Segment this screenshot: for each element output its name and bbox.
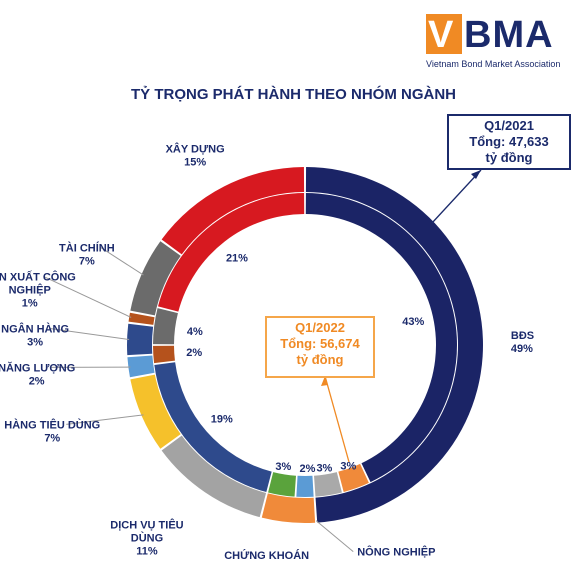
inner-label-nang-luong: 2% [300, 463, 316, 475]
outer-label-dich-vu-tieu-dung: 11% [136, 546, 158, 558]
q1-2022-callout-arrow [324, 375, 350, 463]
outer-category-nang-luong: NĂNG LƯỢNG [0, 361, 75, 374]
inner-label-tai-chinh: 4% [187, 326, 203, 338]
outer-category-san-xuat-cong-nghiep-line2: NGHIỆP [9, 284, 51, 297]
leader-lines [43, 169, 482, 552]
leader-hang-tieu-dung [66, 414, 144, 425]
outer-category-dich-vu-tieu-dung: DỊCH VỤ TIÊU [110, 519, 183, 532]
outer-category-xay-dung: XÂY DỰNG [166, 143, 225, 156]
q1-2021-arrowhead [471, 170, 481, 179]
logo-text: BMA [464, 14, 554, 56]
outer-label-bds: 49% [511, 343, 533, 355]
outer-segment-chung-khoan [261, 493, 316, 523]
q1-2021-unit: tỷ đồng [485, 150, 533, 165]
outer-segment-bds [305, 167, 483, 523]
leader-tai-chinh [100, 247, 144, 276]
outer-category-ngan-hang: NGÂN HÀNG [1, 322, 69, 335]
inner-label-dich-vu-tieu-dung: 19% [211, 413, 233, 425]
inner-label-bds: 43% [402, 316, 424, 328]
logo-mark: V [426, 14, 462, 56]
outer-category-hang-tieu-dung: HÀNG TIÊU DÙNG [4, 418, 100, 431]
inner-label-chung-khoan: 3% [340, 460, 356, 472]
q1-2022-unit: tỷ đồng [296, 352, 344, 367]
outer-label-tai-chinh: 7% [79, 256, 95, 268]
q1-2022-total: Tổng: 56,674 [280, 336, 360, 351]
inner-label-san-xuat-cong-nghiep: 2% [186, 347, 202, 359]
outer-segment-tai-chinh [130, 241, 181, 316]
outer-category-san-xuat-cong-nghiep: SẢN XUẤT CÔNG [0, 271, 76, 284]
inner-segment-khac [268, 472, 296, 497]
inner-segment-nong-nghiep [314, 472, 342, 497]
outer-category-nong-nghiep: NÔNG NGHIỆP [357, 546, 435, 559]
outer-segment-nang-luong [127, 355, 155, 378]
q1-2022-callout: Q1/2022 Tổng: 56,674 tỷ đồng [265, 316, 375, 378]
chart-title: TỶ TRỌNG PHÁT HÀNH THEO NHÓM NGÀNH [131, 86, 456, 103]
q1-2022-period: Q1/2022 [295, 320, 345, 335]
inner-label-xay-dung: 21% [226, 252, 248, 264]
q1-2022-arrowhead [321, 376, 328, 386]
outer-label-xay-dung: 15% [184, 157, 206, 169]
inner-segment-chung-khoan [338, 463, 369, 492]
outer-segment-hang-tieu-dung [130, 374, 181, 449]
logo-mark-letter: V [428, 14, 454, 56]
vbma-logo: V BMA Vietnam Bond Market Association [426, 14, 576, 76]
outer-label-nang-luong: 2% [29, 375, 45, 387]
outer-segment-san-xuat-cong-nghiep [128, 312, 155, 325]
inner-segment-dich-vu-tieu-dung [154, 362, 272, 492]
outer-category-bds: BĐS [511, 330, 534, 342]
q1-2021-callout-arrow [431, 169, 482, 224]
q1-2021-period: Q1/2021 [484, 118, 534, 133]
q1-2021-total: Tổng: 47,633 [469, 134, 549, 149]
inner-segment-tai-chinh [153, 308, 178, 345]
leader-san-xuat-cong-nghiep [43, 276, 132, 318]
inner-segment-xay-dung [158, 193, 305, 312]
inner-segment-nang-luong [296, 475, 314, 498]
percentage-labels: 43%3%3%2%3%19%2%4%21% [186, 252, 424, 475]
outer-label-san-xuat-cong-nghiep: 1% [22, 298, 38, 310]
outer-category-dich-vu-tieu-dung-line2: DÙNG [131, 532, 163, 545]
leader-nong-nghiep [315, 520, 354, 552]
inner-ring [153, 193, 457, 498]
inner-segment-bds [305, 193, 457, 483]
outer-segment-xay-dung [161, 167, 305, 255]
outer-category-chung-khoan: CHỨNG KHOÁN [224, 549, 309, 562]
inner-label-nong-nghiep: 3% [316, 462, 332, 474]
logo-subtitle: Vietnam Bond Market Association [426, 59, 561, 69]
outer-category-tai-chinh: TÀI CHÍNH [59, 242, 115, 255]
q1-2021-callout: Q1/2021 Tổng: 47,633 tỷ đồng [447, 114, 571, 170]
outer-ring [126, 167, 483, 523]
inner-segment-san-xuat-cong-nghiep [153, 345, 175, 364]
outer-label-hang-tieu-dung: 7% [44, 432, 60, 444]
inner-label-khac: 3% [275, 461, 291, 473]
outer-segment-ngan-hang [126, 323, 154, 356]
leader-ngan-hang [49, 327, 130, 340]
outer-label-ngan-hang: 3% [27, 336, 43, 348]
outer-segment-dich-vu-tieu-dung [161, 435, 267, 518]
